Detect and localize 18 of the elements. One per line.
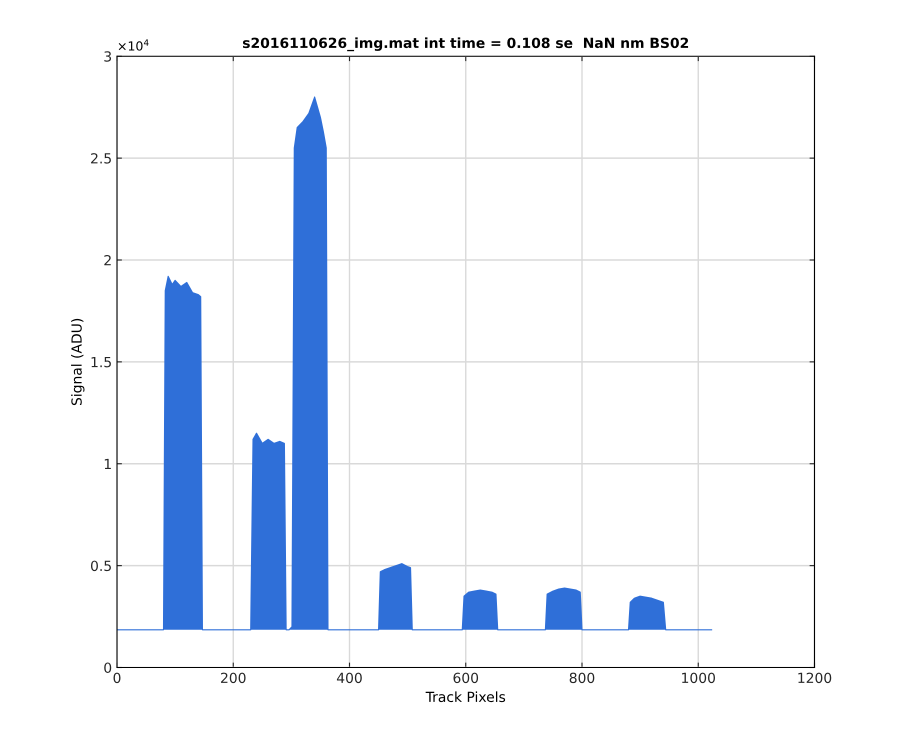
x-tick-label: 800	[570, 672, 594, 684]
y-tick-label: 2	[104, 254, 111, 266]
y-tick-label: 1	[104, 458, 111, 470]
x-tick-label: 200	[221, 672, 246, 684]
text: ×10$^{4}$	[118, 39, 149, 51]
chart-title: s2016110626_img.mat int time = 0.108 se NaN nm BS02	[242, 37, 688, 52]
x-tick-label: 600	[453, 672, 478, 684]
y-tick-label: 0	[104, 662, 112, 673]
x-tick-label: 1000	[682, 672, 715, 684]
x-axis-title: Track Pixels	[426, 691, 506, 702]
y-tick-label: 0.5	[90, 560, 111, 572]
y-axis-title: Signal (ADU)	[71, 318, 84, 406]
y-tick-label: 3	[104, 51, 112, 62]
y-tick-label: 2.5	[91, 153, 111, 164]
y-tick-label: 1.5	[92, 357, 111, 368]
x-tick-label: 400	[336, 672, 362, 684]
x-tick-label: 1200	[798, 672, 832, 684]
x-tick-label: 0	[113, 672, 120, 684]
